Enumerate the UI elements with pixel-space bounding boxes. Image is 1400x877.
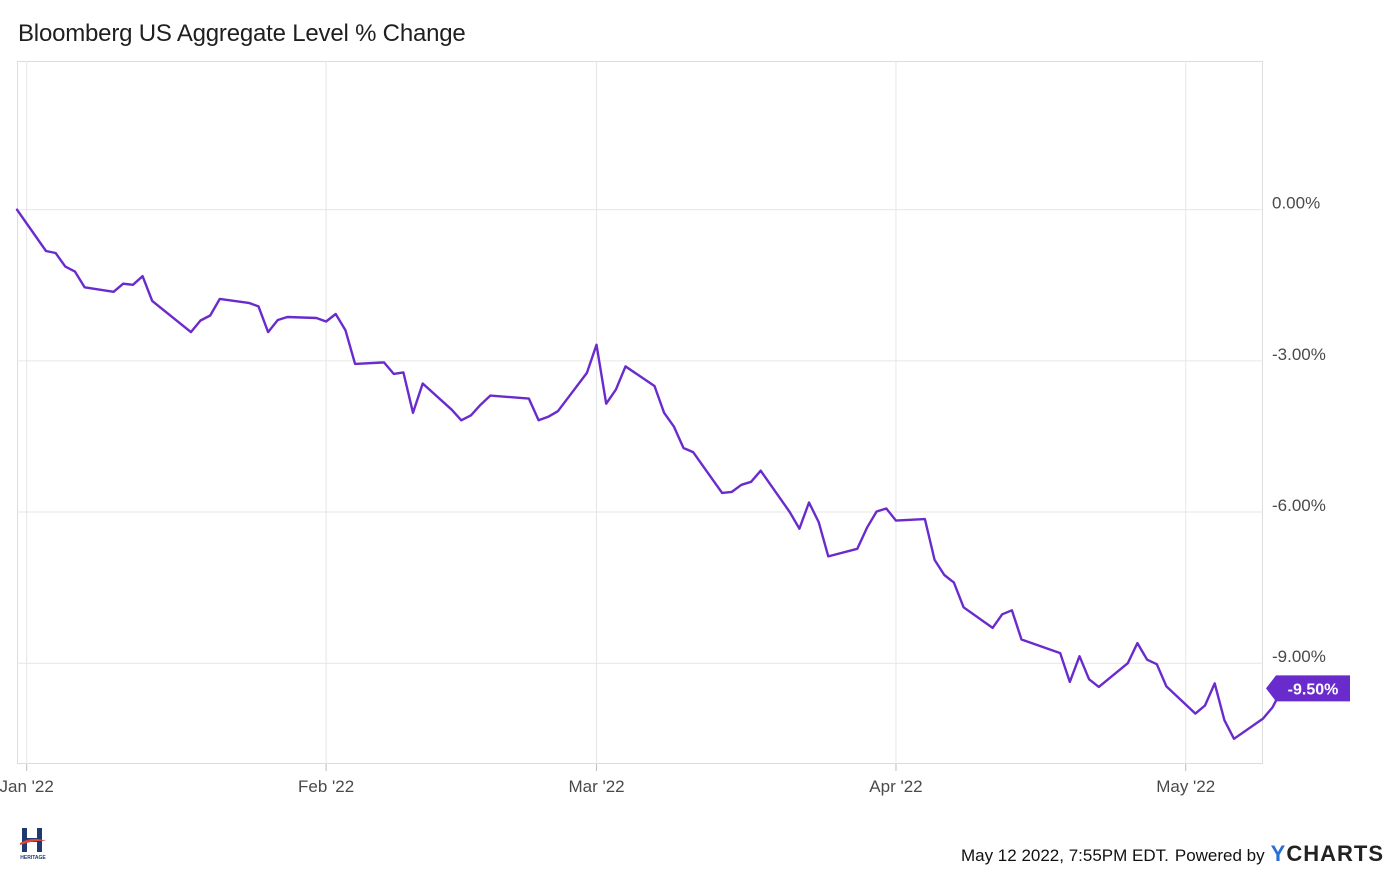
ycharts-logo[interactable]: YCHARTS (1270, 841, 1384, 866)
x-axis-labels: Jan '22 Feb '22 Mar '22 Apr '22 May '22 (0, 777, 1215, 796)
powered-by-label: Powered by (1174, 846, 1265, 865)
x-tick-label: May '22 (1156, 777, 1215, 796)
y-tick-label: -6.00% (1272, 496, 1326, 515)
svg-text:HERITAGE: HERITAGE (20, 855, 46, 861)
vertical-gridlines (26, 61, 1187, 771)
series-line (15, 208, 1284, 740)
chart-title: Bloomberg US Aggregate Level % Change (18, 20, 466, 47)
x-tick-label: Mar '22 (568, 777, 624, 796)
horizontal-gridlines (17, 209, 1263, 664)
y-tick-label: -9.00% (1272, 647, 1326, 666)
last-value-badge: -9.50% (1266, 675, 1350, 702)
y-tick-label: -3.00% (1272, 345, 1326, 364)
timestamp: May 12 2022, 7:55PM EDT. (960, 846, 1169, 865)
plot-area-frame (17, 61, 1263, 764)
chart-footer: May 12 2022, 7:55PM EDT. Powered by YCHA… (961, 841, 1384, 867)
x-tick-label: Feb '22 (298, 777, 354, 796)
y-tick-label: 0.00% (1272, 194, 1320, 213)
last-value-label: -9.50% (1288, 681, 1339, 698)
x-tick-label: Jan '22 (0, 777, 54, 796)
last-value-badge-shape (1266, 675, 1350, 702)
x-tick-label: Apr '22 (869, 777, 922, 796)
heritage-financial-logo: HERITAGE (20, 828, 46, 861)
y-axis-labels: 0.00% -3.00% -6.00% -9.00% (1272, 194, 1326, 667)
series-layer (15, 208, 1284, 740)
